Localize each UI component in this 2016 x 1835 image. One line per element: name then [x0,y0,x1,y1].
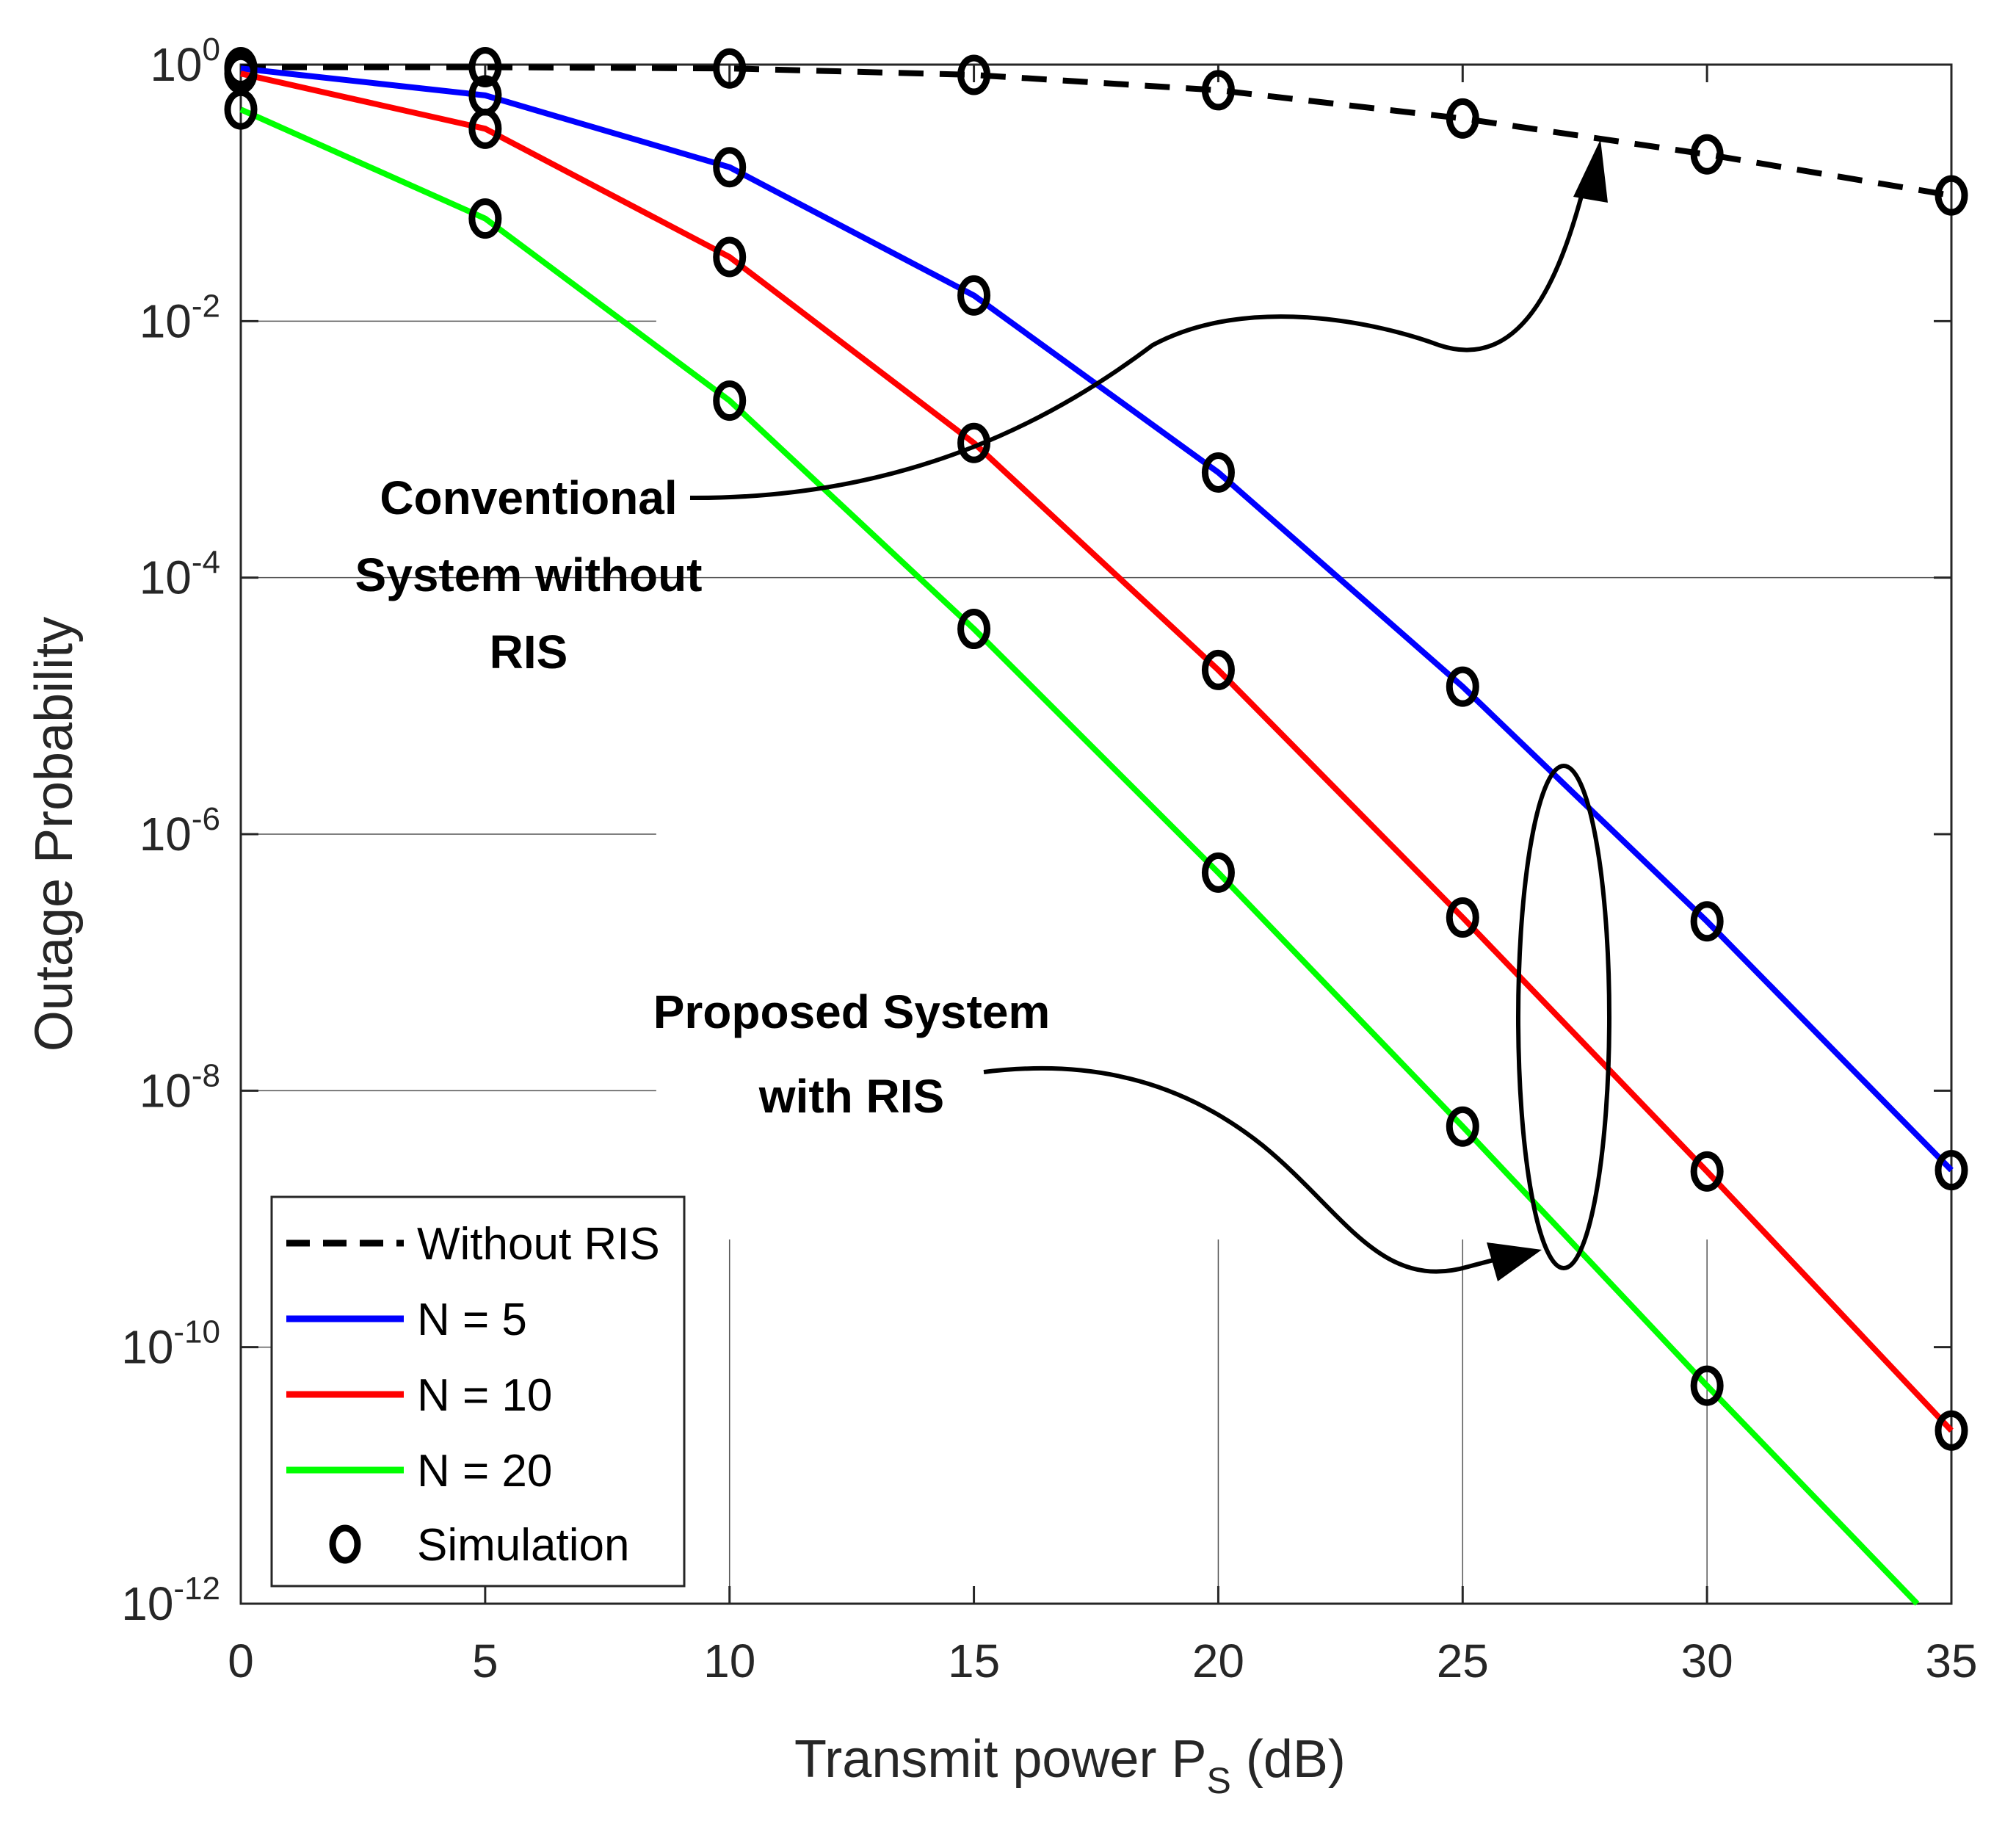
simulation-marker [1201,852,1235,893]
x-tick-label: 30 [1681,1635,1733,1687]
annotation-proposed: Proposed System with RIS [653,764,1611,1281]
simulation-marker [468,198,502,239]
simulation-marker [1935,1150,1968,1191]
simulation-marker [957,609,991,650]
simulation-marker [1201,70,1235,111]
annotation-conventional-line1: Conventional [380,471,677,524]
y-axis-title: Outage Probability [25,617,84,1052]
legend-label-n5: N = 5 [417,1295,527,1345]
simulation-marker [468,46,502,87]
y-tick-label: 10-2 [139,288,220,347]
annotation-proposed-line2: with RIS [758,1070,944,1123]
annotation-proposed-ellipse [1516,764,1611,1270]
series-line [239,106,1920,1606]
x-tick-label: 20 [1192,1635,1244,1687]
simulation-marker [1935,175,1968,216]
annotation-conventional-line3: RIS [490,626,568,678]
simulation-marker [1935,1410,1968,1451]
simulation-marker [1446,98,1479,139]
simulation-marker [224,89,258,130]
y-tick-label: 10-8 [139,1057,220,1117]
legend-label-without-ris: Without RIS [417,1219,660,1270]
x-tick-label: 25 [1437,1635,1489,1687]
annotation-conventional-arrowhead [1573,140,1608,203]
simulation-marker [713,236,747,278]
y-tick-label: 100 [150,32,220,91]
annotation-proposed-line1: Proposed System [653,985,1051,1038]
annotation-proposed-arrow [983,1065,1513,1274]
plot-frame [239,63,1953,1605]
simulation-marker [713,147,747,188]
annotation-conventional-arrow [689,179,1588,501]
simulation-marker [468,108,502,149]
marker-layer [224,46,1968,1451]
series-line [240,70,1954,1433]
y-tick-label: 10-4 [139,545,220,604]
legend: Without RIS N = 5 N = 10 N = 20 Simulati… [270,1195,686,1588]
legend-label-simulation: Simulation [417,1520,629,1571]
simulation-marker [1690,1365,1724,1406]
simulation-marker [1690,901,1724,942]
simulation-marker [1690,134,1724,175]
y-tick-label: 10-12 [121,1571,220,1630]
y-tick-labels: 100 10-2 10-4 10-6 10-8 10-10 10-12 [121,32,220,1630]
x-tick-label: 35 [1925,1635,1977,1687]
simulation-marker [1446,1106,1479,1147]
x-tick-label: 5 [472,1635,498,1687]
legend-label-n10: N = 10 [417,1370,552,1421]
simulation-marker [1201,649,1235,690]
x-tick-label: 0 [228,1635,254,1687]
legend-swatch-simulation [329,1524,361,1564]
annotation-conventional: Conventional System without RIS [355,140,1608,678]
x-tick-labels: 0 5 10 15 20 25 30 35 [228,1635,1977,1687]
annotation-proposed-arrowhead [1487,1242,1542,1281]
y-tick-label: 10-10 [121,1314,220,1374]
simulation-marker [713,380,747,421]
simulation-marker [957,275,991,316]
x-axis-title: Transmit power PS (dB) [794,1730,1346,1801]
annotation-conventional-line2: System without [355,549,703,601]
simulation-marker [1446,666,1479,707]
y-tick-label: 10-6 [139,801,220,861]
simulation-marker [713,48,747,89]
simulation-marker [957,54,991,95]
x-tick-label: 10 [703,1635,755,1687]
legend-label-n20: N = 20 [417,1446,552,1496]
simulation-marker [1690,1151,1724,1192]
x-tick-label: 15 [948,1635,1000,1687]
simulation-marker [1201,452,1235,493]
simulation-marker [1446,897,1479,938]
grid-lines [241,320,1951,1604]
